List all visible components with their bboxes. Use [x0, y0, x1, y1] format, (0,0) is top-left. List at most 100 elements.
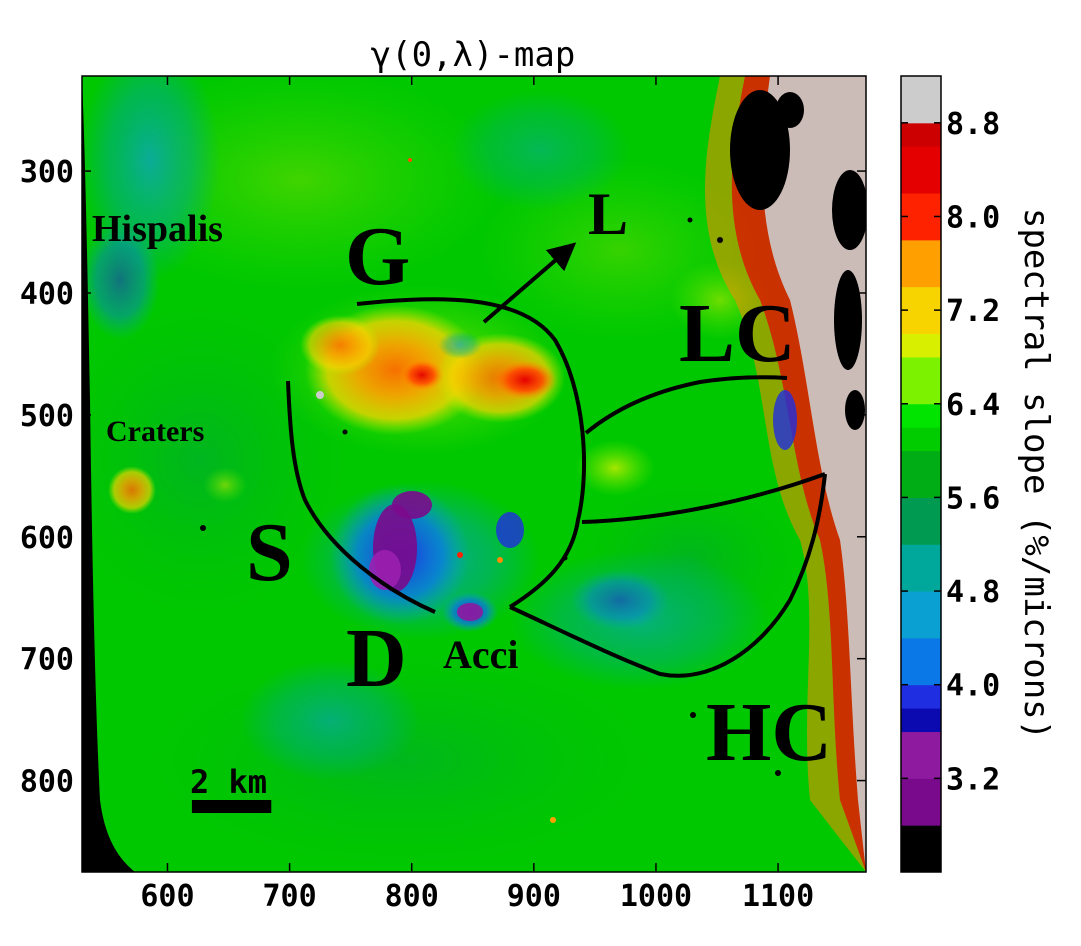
map-region-shadow: [730, 90, 790, 210]
label-s: S: [246, 506, 293, 599]
x-tick-label: 1100: [742, 879, 814, 914]
colorbar-tick-label: 4.8: [946, 575, 1000, 610]
colorbar-tick-label: 7.2: [946, 294, 1000, 329]
map-region-orange: [300, 315, 380, 375]
plot-frame: [81, 75, 867, 873]
x-tick-label: 800: [385, 879, 439, 914]
colorbar-label: spectral slope (%/microns): [1016, 208, 1056, 740]
feature-labels: Hispalis Craters G L LC S D Acci HC: [92, 181, 832, 779]
map-region-shadow: [845, 390, 865, 430]
colorbar-frame: [900, 75, 942, 873]
outline-crater-s: [286, 380, 436, 614]
colorbar-level: [901, 76, 941, 124]
outline-crater-g: [356, 297, 586, 609]
chart-title: γ(0,λ)-map: [371, 35, 576, 75]
map-small-crater: [497, 557, 503, 563]
colorbar-level: [901, 637, 941, 686]
colorbar-tick-label: 8.8: [946, 107, 1000, 142]
colorbar-ticks: 8.8 8.0 7.2 6.4 5.6 4.8 4.0 3.2: [901, 107, 1000, 797]
x-tick-label: 700: [263, 879, 317, 914]
x-tick-label: 600: [140, 879, 194, 914]
map-small-crater: [550, 817, 556, 823]
scale-bar-line: [191, 800, 272, 813]
map-region-gray: [762, 76, 866, 872]
label-acci: Acci: [443, 632, 519, 677]
map-region-purple: [457, 603, 483, 621]
y-tick-label: 500: [20, 399, 74, 434]
label-l: L: [588, 181, 628, 247]
colorbar-level: [901, 146, 941, 194]
map-small-crater: [687, 217, 693, 223]
map-region-red: [400, 359, 444, 391]
colorbar-level: [901, 427, 941, 452]
scale-bar: 2 km: [190, 763, 272, 813]
colorbar-level: [901, 122, 941, 147]
map-region-shadow: [832, 170, 866, 250]
map-edge-shadow: [82, 76, 135, 872]
outline-crater-lc-upper: [584, 375, 788, 435]
x-axis: 600 700 800 900 1000 1100: [140, 76, 814, 914]
map-region-orange: [108, 466, 156, 514]
colorbar-tick-label: 4.0: [946, 669, 1000, 704]
y-tick-label: 700: [20, 643, 74, 678]
colorbar-level: [901, 356, 941, 405]
feature-outlines: [286, 242, 827, 678]
map-small-crater: [200, 525, 206, 531]
map-small-crater: [342, 429, 348, 435]
map-region-blue: [773, 390, 797, 450]
label-d: D: [346, 612, 407, 705]
arrow-to-l: [482, 242, 577, 324]
map-region-teal: [240, 660, 420, 780]
colorbar-level: [901, 497, 941, 545]
colorbar-level: [901, 778, 941, 826]
y-axis: 300 400 500 600 700 800: [20, 155, 866, 800]
x-tick-label: 1000: [620, 879, 692, 914]
slope-map: [82, 76, 866, 872]
colorbar-tick-label: 8.0: [946, 200, 1000, 235]
map-small-crater: [457, 552, 463, 558]
colorbar-level: [901, 403, 941, 428]
map-small-crater: [316, 391, 324, 399]
map-region-teal: [450, 90, 630, 210]
map-small-crater: [408, 158, 412, 162]
colorbar-level: [901, 684, 941, 709]
colorbar: [901, 76, 941, 873]
map-region-blue: [570, 570, 670, 630]
colorbar-level: [901, 333, 941, 358]
map-region-shadow: [776, 92, 804, 128]
colorbar-level: [901, 731, 941, 779]
y-tick-label: 400: [20, 277, 74, 312]
label-lc: LC: [679, 287, 796, 380]
map-region-red: [493, 360, 557, 400]
scale-bar-label: 2 km: [190, 763, 267, 801]
y-tick-label: 300: [20, 155, 74, 190]
y-tick-label: 600: [20, 521, 74, 556]
colorbar-tick-label: 6.4: [946, 388, 1000, 423]
map-small-crater: [690, 712, 696, 718]
colorbar-level: [901, 544, 941, 592]
colorbar-tick-label: 5.6: [946, 481, 1000, 516]
map-region-purple: [392, 491, 432, 519]
label-g: G: [345, 210, 410, 303]
colorbar-level: [901, 825, 941, 873]
map-small-crater: [717, 237, 723, 243]
label-craters: Craters: [106, 415, 204, 448]
x-tick-label: 900: [507, 879, 561, 914]
colorbar-level: [901, 591, 941, 639]
label-hc: HC: [706, 686, 832, 779]
colorbar-level: [901, 450, 941, 498]
map-region-blue: [82, 220, 160, 340]
outline-crater-lc-lower: [581, 472, 826, 524]
map-region-yellow: [575, 440, 655, 496]
y-tick-label: 800: [20, 765, 74, 800]
label-hispalis: Hispalis: [92, 208, 223, 250]
outline-crater-hc: [509, 473, 827, 678]
colorbar-level: [901, 708, 941, 733]
colorbar-level: [901, 239, 941, 288]
map-region-yellow: [203, 467, 247, 503]
colorbar-tick-label: 3.2: [946, 762, 1000, 797]
map-small-crater: [775, 770, 781, 776]
map-region-teal: [438, 331, 482, 359]
map-region-blue: [496, 512, 524, 548]
map-region-shadow: [834, 270, 862, 370]
